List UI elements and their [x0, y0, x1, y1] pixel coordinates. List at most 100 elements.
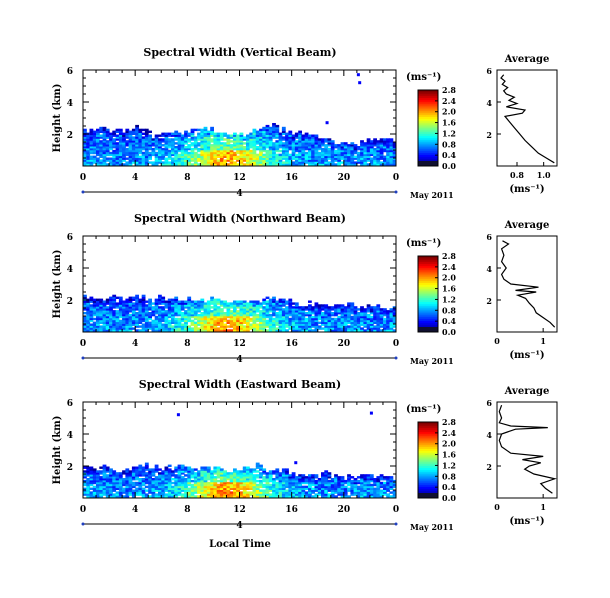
- heatmap-cell: [327, 317, 332, 321]
- heatmap-cell: [373, 308, 377, 311]
- heatmap-cell: [141, 157, 146, 160]
- heatmap-cell: [236, 317, 240, 321]
- heatmap-cell: [213, 319, 218, 323]
- heatmap-cell: [138, 491, 143, 494]
- heatmap-cell: [223, 470, 227, 473]
- heatmap-cell: [118, 472, 123, 475]
- heatmap-cell: [369, 157, 374, 160]
- heatmap-cell: [255, 462, 260, 465]
- heatmap-cell: [118, 134, 123, 137]
- heatmap-cell: [265, 487, 270, 490]
- heatmap-cell: [330, 495, 335, 498]
- heatmap-cell: [294, 485, 299, 489]
- heatmap-cell: [171, 315, 175, 319]
- heatmap-cell: [203, 312, 208, 315]
- heatmap-cell: [233, 479, 237, 483]
- heatmap-cell: [255, 317, 260, 321]
- heatmap-cell: [102, 329, 107, 332]
- heatmap-cell: [144, 315, 149, 319]
- heatmap-cell: [223, 491, 227, 494]
- heatmap-cell: [105, 489, 110, 492]
- heatmap-cell: [184, 130, 188, 133]
- heatmap-cell: [210, 163, 214, 166]
- heatmap-cell: [161, 487, 166, 490]
- colorbar-segment: [418, 273, 438, 276]
- heatmap-cell: [327, 476, 332, 479]
- heatmap-cell: [89, 327, 94, 330]
- heatmap-cell: [262, 479, 267, 483]
- heatmap-cell: [366, 144, 371, 147]
- heatmap-cell: [141, 300, 146, 303]
- heatmap-cell: [246, 483, 250, 487]
- colorbar-segment: [418, 488, 438, 491]
- heatmap-cell: [102, 483, 107, 487]
- heatmap-cell: [115, 483, 120, 487]
- heatmap-cell: [177, 304, 182, 307]
- heatmap-cell: [233, 481, 237, 485]
- heatmap-cell: [294, 489, 299, 492]
- heatmap-cell: [246, 495, 250, 498]
- heatmap-cell: [334, 329, 338, 332]
- heatmap-cell: [99, 481, 104, 485]
- heatmap-cell: [298, 325, 302, 328]
- heatmap-cell: [180, 464, 185, 467]
- heatmap-cell: [236, 300, 240, 303]
- heatmap-cell: [219, 487, 224, 490]
- heatmap-cell: [373, 478, 377, 481]
- heatmap-cell: [83, 306, 87, 309]
- heatmap-cell: [151, 481, 156, 485]
- heatmap-cell: [291, 161, 296, 164]
- heatmap-cell: [301, 485, 306, 489]
- heatmap-cell: [294, 159, 299, 162]
- heatmap-cell: [281, 310, 286, 313]
- heatmap-cell: [229, 310, 234, 313]
- heatmap-cell: [281, 327, 286, 330]
- heatmap-cell: [255, 329, 260, 332]
- heatmap-cell: [171, 147, 175, 151]
- heatmap-cell: [122, 478, 126, 481]
- heatmap-cell: [246, 485, 250, 489]
- heatmap-cell: [259, 485, 263, 489]
- heatmap-cell: [177, 489, 182, 492]
- heatmap-cell: [161, 140, 166, 143]
- heatmap-cell: [112, 495, 117, 498]
- heatmap-cell: [278, 487, 283, 490]
- heatmap-cell: [92, 306, 97, 309]
- average-y-tick-label: 2: [486, 130, 492, 140]
- heatmap-cell: [203, 302, 208, 305]
- heatmap-cell: [350, 149, 355, 153]
- heatmap-cell: [161, 144, 166, 147]
- heatmap-cell: [268, 298, 273, 301]
- heatmap-cell: [262, 493, 267, 496]
- heatmap-cell: [268, 136, 273, 139]
- heatmap-cell: [343, 319, 348, 323]
- heatmap-cell: [249, 140, 254, 143]
- sparse-echo: [294, 461, 298, 465]
- heatmap-cell: [184, 147, 188, 151]
- heatmap-cell: [213, 315, 218, 319]
- heatmap-cell: [141, 138, 146, 141]
- heatmap-cell: [363, 317, 368, 321]
- heatmap-cell: [180, 144, 185, 147]
- heatmap-cell: [96, 149, 100, 153]
- heatmap-cell: [105, 157, 110, 160]
- heatmap-cell: [118, 312, 123, 315]
- heatmap-cell: [193, 128, 198, 132]
- heatmap-cell: [383, 489, 387, 492]
- heatmap-cell: [252, 163, 257, 166]
- heatmap-cell: [249, 476, 254, 479]
- heatmap-cell: [219, 470, 224, 473]
- heatmap-cell: [206, 151, 211, 155]
- heatmap-cell: [86, 142, 91, 145]
- heatmap-cell: [122, 142, 126, 145]
- heatmap-cell: [151, 313, 156, 317]
- heatmap-cell: [125, 306, 130, 309]
- heatmap-cell: [131, 157, 136, 160]
- heatmap-cell: [154, 312, 159, 315]
- heatmap-cell: [164, 489, 169, 492]
- heatmap-cell: [161, 151, 166, 155]
- heatmap-cell: [288, 132, 293, 135]
- colorbar-segment: [418, 276, 438, 280]
- heatmap-cell: [337, 329, 342, 332]
- heatmap-cell: [301, 327, 306, 330]
